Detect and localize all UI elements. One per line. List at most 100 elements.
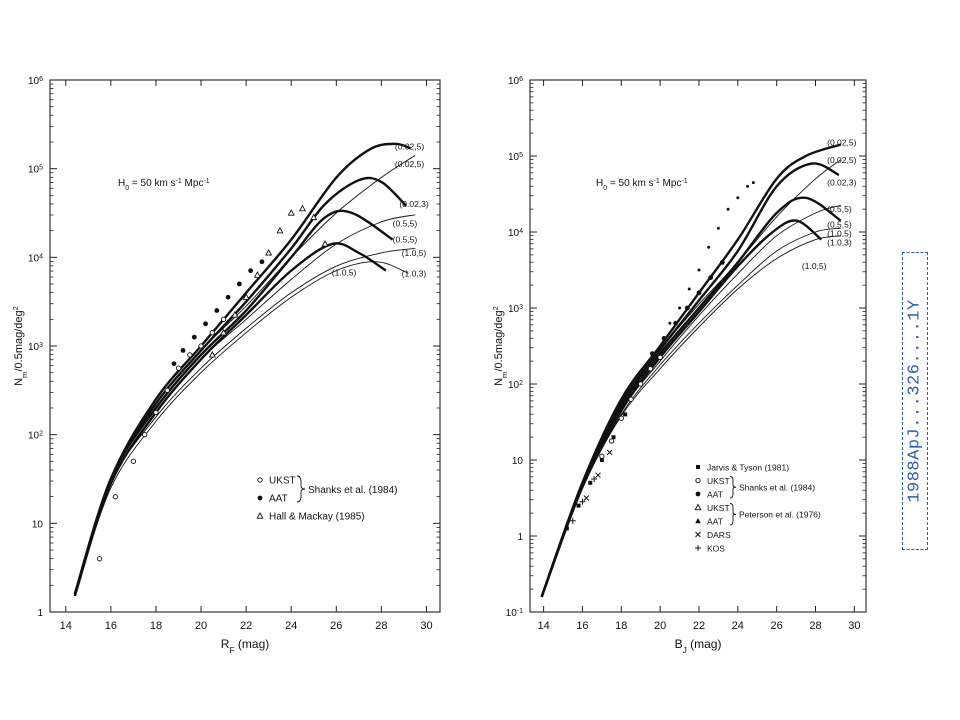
legend-group-label: Shanks et al. (1984)	[308, 485, 398, 496]
curve-label: (0.02,5)	[827, 155, 856, 165]
x-tick-label: 16	[576, 620, 588, 632]
legend-group-label: Peterson et al. (1976)	[739, 509, 821, 519]
data-point	[191, 334, 197, 340]
curve-label: (0.02,5)	[827, 137, 856, 147]
hubble-constant-note: H0 = 50 km s-1 Mpc-1	[596, 178, 688, 192]
legend-label: AAT	[707, 517, 723, 527]
legend-symbol	[257, 495, 263, 501]
y-tick-label: 102	[508, 380, 523, 392]
data-point	[576, 503, 581, 508]
x-axis-label: RF (mag)	[221, 637, 269, 655]
legend-label: Hall & Mackay (1985)	[269, 512, 365, 523]
left-plot-frame	[49, 79, 441, 613]
y-tick-label: 104	[28, 253, 43, 265]
y-axis-label: Nm/0.5mag/deg2	[11, 306, 29, 386]
legend-symbol	[696, 465, 700, 469]
data-point	[746, 184, 750, 188]
legend-brace	[729, 476, 737, 499]
data-point	[198, 343, 204, 349]
curve-label: (0.02,5)	[395, 142, 424, 152]
model-curve	[540, 219, 823, 598]
data-point	[657, 354, 663, 361]
legend-symbol	[695, 477, 701, 484]
data-point	[647, 366, 654, 372]
data-point	[180, 348, 186, 353]
data-point	[684, 305, 690, 311]
data-point	[175, 365, 182, 371]
legend-label: AAT	[269, 494, 288, 505]
bibcode-text: 1988ApJ...326....1Y	[905, 299, 925, 503]
data-point	[628, 396, 634, 402]
y-tick-label: 105	[28, 164, 43, 176]
x-tick-label: 18	[615, 620, 627, 632]
data-point	[187, 352, 193, 358]
curve-label: (1.0,5)	[802, 261, 827, 271]
hubble-constant-note: H0 = 50 km s-1 Mpc-1	[118, 178, 210, 192]
data-point	[588, 480, 593, 485]
bibcode-stamp: 1988ApJ...326....1Y	[902, 252, 928, 550]
data-point	[623, 412, 628, 417]
y-tick-label: 103	[28, 342, 43, 354]
data-point	[726, 207, 730, 211]
data-point	[687, 287, 691, 291]
data-point	[248, 268, 254, 274]
curve-label: (0.5,5)	[827, 219, 852, 229]
y-tick-label: 105	[508, 152, 523, 164]
legend-symbol	[695, 491, 701, 497]
data-point	[583, 495, 590, 501]
model-curve	[74, 261, 409, 597]
data-point	[736, 196, 740, 200]
y-tick-label: 102	[28, 430, 43, 442]
legend-label: UKST	[707, 476, 730, 486]
x-axis-label: BJ (mag)	[675, 637, 722, 655]
data-point	[208, 350, 216, 358]
legend-symbol	[695, 545, 701, 551]
model-curve	[73, 242, 387, 597]
data-point	[209, 330, 215, 336]
model-curve	[74, 214, 416, 597]
data-point	[287, 209, 295, 216]
data-point	[649, 351, 655, 356]
data-point	[696, 290, 702, 296]
legend-label: DARS	[707, 530, 731, 540]
x-tick-label: 28	[809, 620, 821, 632]
x-tick-label: 14	[60, 620, 72, 632]
data-point	[678, 306, 682, 310]
curve-label: (1.0,3)	[402, 268, 427, 278]
data-point	[618, 415, 624, 421]
x-tick-label: 26	[330, 620, 342, 632]
data-point	[96, 556, 103, 562]
legend-label: Jarvis & Tyson (1981)	[707, 463, 789, 473]
data-point	[608, 438, 615, 444]
data-point	[579, 498, 586, 505]
data-point	[611, 435, 616, 440]
data-point	[716, 226, 720, 230]
data-point	[708, 275, 714, 280]
model-curve	[540, 143, 842, 598]
x-tick-label: 24	[732, 620, 744, 632]
data-point	[171, 361, 177, 367]
model-curve	[73, 209, 394, 595]
data-point	[276, 226, 284, 234]
legend-label: AAT	[707, 490, 723, 500]
model-curve	[541, 159, 842, 597]
x-tick-label: 30	[848, 620, 860, 632]
x-tick-label: 28	[375, 620, 387, 632]
left-chart-panel: 14 16 18 20 22 24 26 28 30 1 10 102 103 104 105 106 RF (…	[11, 76, 441, 655]
data-point	[112, 494, 119, 500]
curve-label: (0.02,3)	[827, 178, 856, 188]
x-tick-label: 20	[195, 620, 207, 632]
legend-label: UKST	[269, 476, 296, 487]
data-point	[673, 320, 679, 326]
data-point	[661, 336, 667, 341]
data-point	[164, 387, 170, 393]
curve-label: (0.5,5)	[393, 235, 418, 245]
x-tick-label: 16	[105, 620, 117, 632]
legend-label: KOS	[707, 544, 725, 554]
y-tick-label: 106	[28, 76, 43, 88]
data-point	[225, 294, 231, 300]
model-curve	[540, 162, 840, 598]
y-tick-label: 104	[508, 228, 523, 240]
x-tick-label: 26	[771, 620, 783, 632]
data-point	[719, 260, 725, 265]
